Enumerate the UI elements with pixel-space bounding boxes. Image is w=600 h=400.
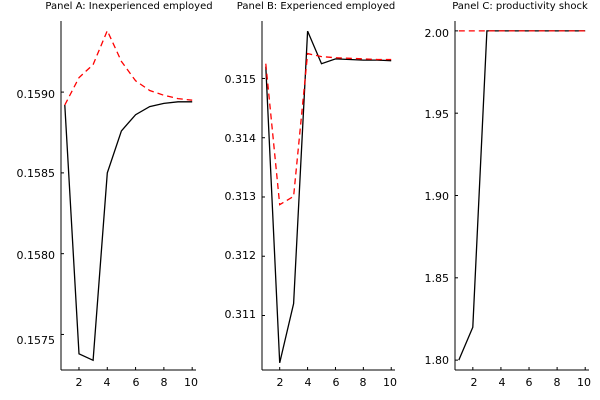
panel-b-ytick-labels: 0.311 0.312 0.313 0.314 0.315 [225,73,257,321]
panel-b-series-solid [265,30,392,364]
panel-a-ytick-label: 0.1580 [17,249,56,262]
panel-b-ytick-label: 0.315 [225,73,257,86]
panel-a-ytick-labels: 0.1575 0.1580 0.1585 0.1590 [17,88,56,347]
panel-c-xtick-label: 6 [526,376,533,389]
panel-a-xtick-labels: 2 4 6 8 10 [76,376,199,389]
panel-c-xtick-label: 10 [577,376,591,389]
panel-b-ytick-label: 0.311 [225,308,257,321]
panel-b-series-dashed [265,52,392,206]
panel-b-title: Panel B: Experienced employed [237,1,395,12]
panel-c-xtick-label: 2 [471,376,478,389]
panel-c-xtick-labels: 2 4 6 8 10 [471,376,592,389]
panel-c-ytick-label: 1.80 [425,354,450,367]
panel-b-ytick-label: 0.314 [225,132,257,145]
panel-a-series-solid [64,101,193,362]
panel-a: Panel A: Inexperienced employed 0.1575 0… [17,1,213,389]
panel-a-xtick-label: 2 [76,376,83,389]
panel-a-ytick-label: 0.1575 [17,334,56,347]
panel-a-xtick-label: 4 [104,376,111,389]
panel-b-ytick-label: 0.313 [225,190,257,203]
panel-c-ytick-label: 1.85 [425,272,450,285]
panel-a-xtick-label: 10 [184,376,198,389]
panel-b: Panel B: Experienced employed 0.311 0.31… [225,1,398,389]
panel-b-xtick-label: 6 [333,376,340,389]
panel-a-ytick-label: 0.1590 [17,88,56,101]
panel-c-ytick-labels: 1.80 1.85 1.90 1.95 2.00 [425,27,450,367]
panel-a-xtick-label: 8 [161,376,168,389]
panel-c-series-solid [458,30,586,361]
panel-b-xtick-label: 2 [277,376,284,389]
panel-c-ytick-label: 1.90 [425,190,450,203]
panel-c-ytick-label: 2.00 [425,27,450,40]
panel-a-xtick-label: 6 [133,376,140,389]
panel-b-xtick-labels: 2 4 6 8 10 [277,376,398,389]
panel-a-title: Panel A: Inexperienced employed [45,1,212,12]
panel-c: Panel C: productivity shock 1.80 1.85 1.… [425,1,592,389]
panel-c-xtick-label: 4 [499,376,506,389]
panel-c-ytick-label: 1.95 [425,108,450,121]
panel-b-xtick-label: 10 [383,376,397,389]
panel-c-xtick-label: 8 [554,376,561,389]
panel-a-series-dashed [64,29,193,106]
panel-c-title: Panel C: productivity shock [452,1,588,12]
panel-b-xtick-label: 8 [360,376,367,389]
panel-a-ytick-label: 0.1585 [17,167,56,180]
panel-b-xtick-label: 4 [305,376,312,389]
panel-b-ytick-label: 0.312 [225,249,257,262]
